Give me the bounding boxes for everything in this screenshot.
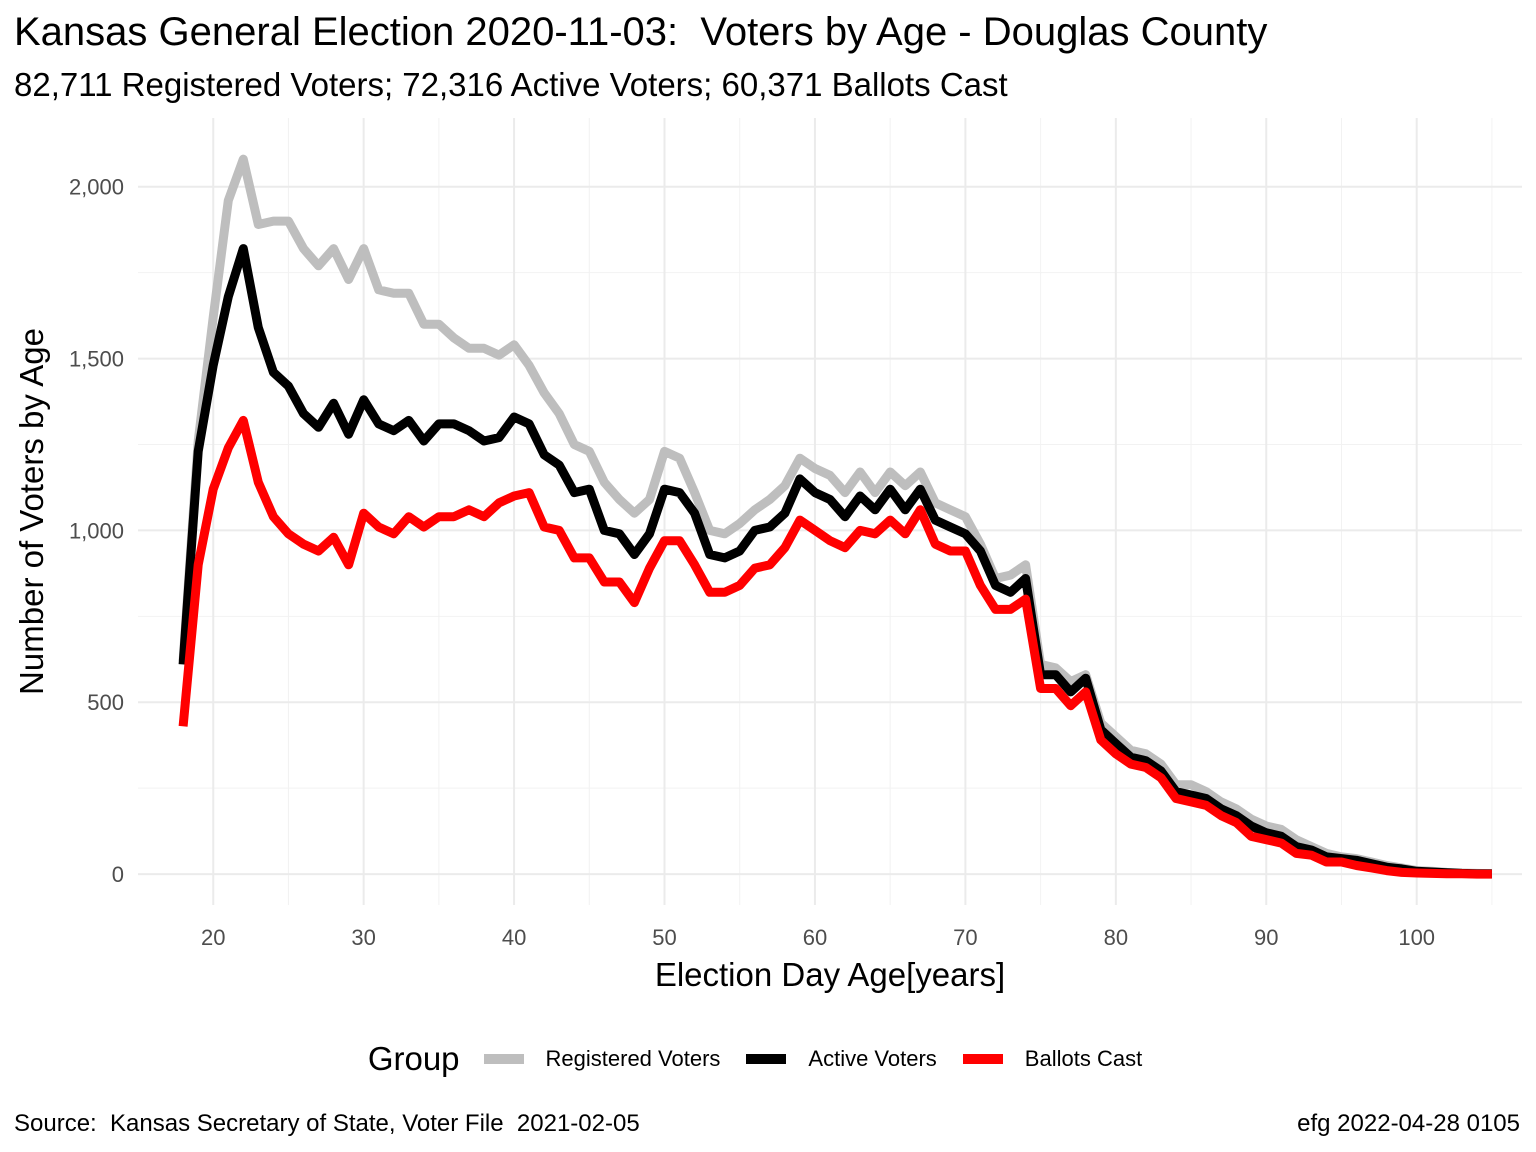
legend-item-ballots: Ballots Cast [962, 1046, 1143, 1072]
legend: Group Registered Voters Active Voters Ba… [0, 1040, 1536, 1078]
x-tick-label: 80 [1104, 925, 1128, 950]
y-tick-label: 1,000 [69, 518, 124, 543]
minor-gridlines [138, 118, 1522, 905]
y-axis-title: Number of Voters by Age [13, 328, 50, 695]
legend-swatch-ballots [962, 1054, 1003, 1064]
y-tick-label: 2,000 [69, 175, 124, 200]
legend-label-registered: Registered Voters [545, 1046, 721, 1071]
x-axis-title: Election Day Age[years] [655, 956, 1005, 993]
x-tick-label: 50 [652, 925, 676, 950]
series-lines [178, 154, 1492, 879]
x-tick-label: 30 [351, 925, 375, 950]
legend-swatch-active [746, 1054, 787, 1064]
legend-label-ballots: Ballots Cast [1024, 1046, 1143, 1071]
line-chart: 20 30 40 50 60 70 80 90 100 05001,0001,5002,000 … [13, 118, 1522, 993]
legend-label-active: Active Voters [808, 1046, 937, 1071]
x-tick-label: 90 [1254, 925, 1278, 950]
x-axis-ticks: 20 30 40 50 60 70 80 90 100 [201, 925, 1435, 950]
legend-item-active: Active Voters [746, 1046, 937, 1072]
x-tick-label: 70 [953, 925, 977, 950]
chart-subtitle: 82,711 Registered Voters; 72,316 Active … [14, 66, 1008, 103]
y-tick-label: 500 [87, 690, 124, 715]
x-tick-label: 100 [1398, 925, 1435, 950]
chart-title: Kansas General Election 2020-11-03: Vote… [14, 10, 1268, 54]
legend-title: Group [367, 1040, 460, 1077]
series-line-2 [178, 244, 1492, 879]
x-tick-label: 40 [502, 925, 526, 950]
x-tick-label: 60 [803, 925, 827, 950]
legend-swatch-registered [483, 1054, 524, 1064]
x-tick-label: 20 [201, 925, 225, 950]
y-tick-label: 1,500 [69, 347, 124, 372]
source-caption: Source: Kansas Secretary of State, Voter… [14, 1110, 640, 1137]
major-gridlines [138, 118, 1522, 905]
credit-caption: efg 2022-04-28 0105 [1297, 1110, 1520, 1137]
y-axis-ticks: 0 500 1,000 1,500 2,000 [69, 175, 124, 887]
series-line-3 [178, 415, 1492, 879]
series-line-1 [178, 154, 1492, 879]
legend-item-registered: Registered Voters [483, 1046, 721, 1072]
y-tick-label: 0 [112, 862, 124, 887]
